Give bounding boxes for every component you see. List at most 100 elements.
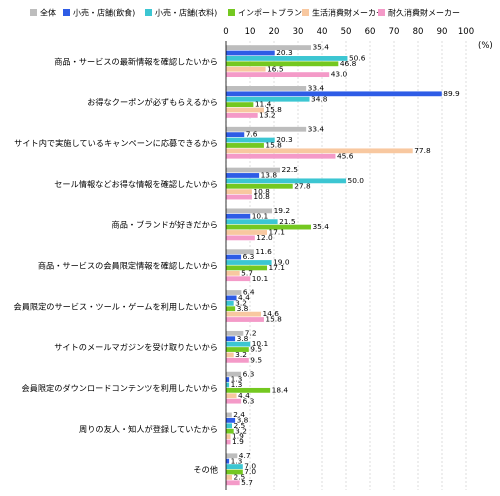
bar (226, 347, 249, 352)
x-tick-label: 30 (293, 27, 304, 37)
data-label: 19.2 (274, 206, 290, 215)
category-label: サイト内で実施しているキャンペーンに応募できるから (14, 138, 218, 148)
x-tick-label: 10 (245, 27, 256, 37)
bars: 35.4 20.3 50.646.8 16.5 43.0 33.4 89.9 34.8 11.4… (226, 43, 460, 487)
bar (226, 235, 255, 241)
data-label: 1.3 (231, 375, 243, 384)
bar (226, 428, 234, 434)
bar (226, 336, 236, 342)
data-label: 20.3 (276, 48, 293, 57)
x-tick-label: 100 (458, 27, 474, 37)
bar (226, 469, 243, 475)
bar (226, 91, 442, 97)
data-label: 10.1 (252, 211, 269, 220)
bar (226, 167, 280, 173)
data-label: 3.8 (237, 304, 249, 313)
bar (226, 387, 271, 393)
data-label: 10.8 (253, 192, 270, 201)
legend-swatch (63, 9, 70, 16)
legend-label: 生活消費財メーカー (312, 8, 384, 18)
legend-swatch (228, 9, 235, 16)
data-label: 2.5 (234, 472, 246, 481)
data-label: 2.5 (234, 421, 246, 430)
data-label: 4.4 (238, 391, 250, 400)
data-label: 27.8 (294, 181, 311, 190)
bar (226, 72, 330, 78)
bar (226, 317, 264, 322)
data-label: 3.2 (235, 350, 247, 359)
bar (226, 330, 244, 336)
data-label: 35.4 (312, 222, 329, 231)
data-label: 5.7 (241, 478, 253, 487)
bar (226, 148, 413, 154)
data-label: 34.8 (311, 94, 328, 103)
data-label: 15.8 (265, 105, 282, 114)
data-label: 10.1 (252, 274, 269, 283)
data-label: 7.0 (244, 467, 256, 476)
data-label: 2.4 (233, 410, 245, 419)
bar (226, 102, 254, 108)
bar (226, 412, 232, 418)
bar (226, 208, 273, 214)
legend-label: インポートブランド (238, 8, 310, 18)
bar (226, 306, 236, 312)
category-labels: 商品・サービスの最新情報を確認したいからお得なクーポンが必ずもらえるからサイト内… (14, 56, 218, 474)
bar (226, 194, 252, 200)
unit-label: (%) (478, 41, 493, 51)
x-tick-label: 70 (389, 27, 400, 37)
category-label: お得なクーポンが必ずもらえるから (87, 97, 218, 107)
data-label: 10.1 (252, 339, 269, 348)
category-label: 商品・ブランドが好きだから (112, 220, 218, 230)
category-label: 商品・サービスの最新情報を確認したいから (54, 56, 218, 66)
bar (226, 265, 268, 271)
bar (226, 417, 236, 423)
data-label: 19.0 (273, 258, 290, 267)
bar (226, 474, 232, 480)
data-label: 10.8 (253, 187, 270, 196)
bar (226, 249, 254, 255)
bar (226, 300, 234, 306)
data-label: 5.7 (241, 268, 253, 277)
data-label: 22.5 (282, 165, 299, 174)
bar (226, 178, 346, 184)
data-label: 3.2 (235, 426, 247, 435)
data-label: 6.3 (243, 396, 255, 405)
data-label: 1.3 (231, 456, 243, 465)
bar (226, 113, 258, 118)
bar (226, 50, 275, 56)
bar (226, 219, 278, 225)
x-tick-label: 50 (341, 27, 352, 37)
bar (226, 377, 230, 382)
data-label: 16.5 (267, 64, 284, 73)
data-label: 35.4 (312, 43, 329, 52)
data-label: 6.4 (243, 288, 255, 297)
category-label: 会員限定のダウンロードコンテンツを利用したいから (21, 383, 218, 393)
category-label: サイトのメールマガジンを受け取りたいから (54, 342, 218, 352)
data-label: 33.4 (308, 84, 325, 93)
data-label: 15.8 (265, 141, 282, 150)
bar (226, 153, 336, 159)
bar (226, 458, 230, 464)
bar (226, 254, 242, 260)
bar (226, 260, 272, 265)
data-label: 9.5 (250, 355, 262, 364)
bar (226, 86, 307, 91)
bar (226, 341, 251, 347)
data-label: 3.2 (235, 298, 247, 307)
bar (226, 183, 293, 189)
data-label: 50.6 (349, 54, 366, 63)
bar (226, 382, 230, 388)
bar (226, 352, 234, 358)
data-label: 45.6 (337, 151, 354, 160)
legend: 全体 小売・店舗(飲食) 小売・店舗(衣料) インポートブランド 生活消費財メーカー 耐久… (30, 8, 460, 18)
x-axis-ticks: 0 10 20 30 40 50 60 70 80 90 100 (223, 27, 474, 37)
bar (226, 434, 231, 439)
data-label: 1.3 (231, 380, 243, 389)
data-label: 6.3 (243, 252, 255, 261)
bar (226, 61, 339, 67)
bar (226, 189, 252, 195)
bar (226, 137, 275, 143)
legend-label: 小売・店舗(衣料) (155, 8, 217, 18)
data-label: 11.4 (255, 100, 272, 109)
